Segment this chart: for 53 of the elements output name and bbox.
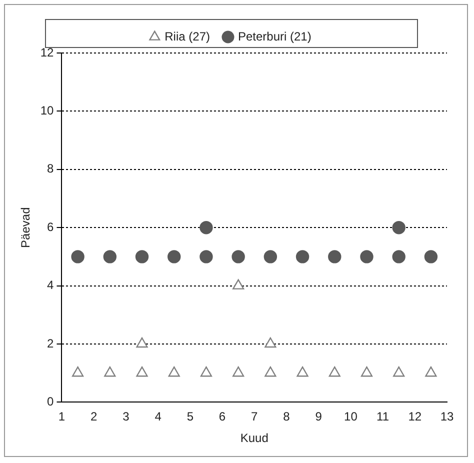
legend-label: Peterburi (21) [238, 29, 312, 44]
x-tick-label: 12 [408, 410, 422, 424]
point [168, 366, 180, 377]
point [425, 366, 437, 377]
point [296, 366, 308, 377]
x-tick-label: 13 [440, 410, 454, 424]
y-tick-label: 0 [47, 394, 54, 409]
x-tick-label: 4 [154, 410, 162, 424]
x-tick-label: 9 [315, 410, 322, 424]
point [136, 366, 148, 377]
x-tick-label: 5 [186, 410, 194, 424]
point [136, 337, 148, 348]
point [168, 250, 181, 264]
point [200, 366, 212, 377]
point [424, 250, 438, 264]
y-tick-label: 10 [40, 104, 54, 118]
x-axis-title: Kuud [240, 431, 268, 446]
y-tick-label: 8 [47, 162, 54, 176]
x-tick-label: 6 [218, 410, 226, 424]
point [232, 250, 245, 264]
point [104, 366, 116, 377]
y-tick-label: 12 [40, 45, 54, 60]
point [103, 250, 117, 264]
point [200, 221, 213, 234]
point [232, 279, 244, 290]
x-tick-label: 3 [122, 410, 130, 424]
point [360, 250, 374, 264]
point [296, 250, 310, 264]
point [200, 250, 213, 264]
point [72, 366, 84, 377]
x-tick-label: 7 [251, 410, 258, 424]
point [264, 250, 278, 264]
point [392, 221, 406, 234]
point [393, 366, 405, 377]
point [360, 366, 373, 377]
point [328, 250, 342, 264]
y-tick-label: 4 [47, 278, 54, 292]
point [71, 250, 84, 264]
y-tick-label: 6 [47, 220, 54, 234]
y-tick-label: 2 [47, 336, 54, 350]
x-tick-label: 8 [283, 410, 290, 424]
x-tick-label: 10 [344, 410, 358, 424]
y-axis-title: Päevad [18, 207, 33, 248]
point [264, 366, 276, 377]
point [392, 250, 406, 264]
point [328, 366, 340, 377]
point [135, 250, 149, 264]
x-tick-label: 11 [376, 410, 390, 424]
point [264, 337, 276, 348]
x-tick-label: 2 [90, 410, 98, 424]
point [232, 366, 244, 377]
legend-label: Riia (27) [164, 29, 210, 44]
x-tick-label: 1 [58, 410, 66, 424]
